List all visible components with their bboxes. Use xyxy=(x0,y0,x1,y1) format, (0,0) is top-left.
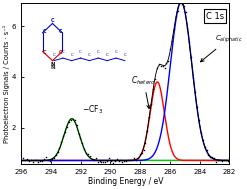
Text: $-$CF$_3$: $-$CF$_3$ xyxy=(82,104,103,116)
Y-axis label: Photoelectron Signals / Counts · s⁻¹: Photoelectron Signals / Counts · s⁻¹ xyxy=(3,25,10,143)
Text: $C_{aliphatic}$: $C_{aliphatic}$ xyxy=(201,33,242,62)
Text: C 1s: C 1s xyxy=(206,12,224,21)
Text: $C_{hetero}$: $C_{hetero}$ xyxy=(131,74,156,108)
X-axis label: Binding Energy / eV: Binding Energy / eV xyxy=(88,177,163,186)
